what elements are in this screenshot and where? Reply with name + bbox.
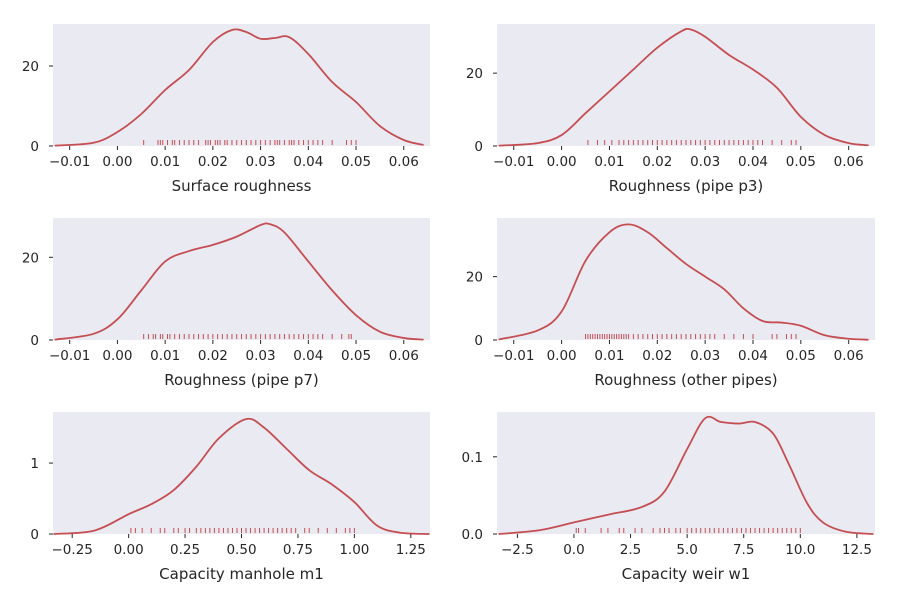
- x-tick-label: 2.5: [620, 542, 641, 558]
- x-tick-label: 0.00: [114, 542, 144, 558]
- x-axis-label: Capacity manhole m1: [159, 565, 324, 583]
- x-tick-label: 0.01: [150, 154, 180, 170]
- rug-ticks: [585, 334, 797, 339]
- rug-ticks: [143, 140, 357, 145]
- x-tick-label: 0.00: [547, 348, 577, 364]
- x-tick-label: 0.00: [102, 348, 132, 364]
- x-axis-label: Capacity weir w1: [622, 565, 751, 583]
- x-tick-label: 0.01: [150, 348, 180, 364]
- y-tick-label: 1: [30, 456, 39, 472]
- x-tick-label: 0.0: [563, 542, 584, 558]
- chart-panel-3: −0.01 0.00 0.01 0.02 0.03 0.04 0.05 0.06 0 20 Roug…: [22, 218, 430, 389]
- x-tick-label: 7.5: [733, 542, 754, 558]
- rug-ticks: [575, 528, 801, 533]
- x-tick-label: −0.01: [493, 348, 534, 364]
- plot-background: [497, 218, 875, 340]
- x-tick-label: 0.01: [594, 348, 624, 364]
- y-tick-label: 0.1: [462, 450, 483, 466]
- kde-curve: [54, 28, 424, 147]
- x-tick-label: 0.02: [198, 154, 228, 170]
- kde-curve: [54, 222, 424, 341]
- x-tick-label: 10.0: [785, 542, 815, 558]
- chart-panel-2: −0.01 0.00 0.01 0.02 0.03 0.04 0.05 0.06 0 20 Roug…: [466, 24, 875, 195]
- plot-background: [53, 24, 430, 146]
- kde-curve: [498, 27, 869, 147]
- y-tick-label: 20: [466, 270, 483, 286]
- x-tick-label: 0.01: [594, 154, 624, 170]
- x-tick-label: 0.02: [642, 348, 672, 364]
- chart-panel-1: −0.01 0.00 0.01 0.02 0.03 0.04 0.05 0.06 0 20 Surf…: [22, 24, 430, 195]
- x-tick-label: 0.75: [283, 542, 313, 558]
- x-tick-label: 0.06: [389, 154, 419, 170]
- x-tick-label: −2.5: [501, 542, 534, 558]
- x-tick-label: 0.04: [738, 154, 768, 170]
- y-tick-label: 0: [474, 139, 483, 155]
- x-axis-label: Roughness (other pipes): [594, 371, 777, 389]
- plot-background: [53, 412, 430, 534]
- x-axis-label: Roughness (pipe p7): [164, 371, 319, 389]
- x-tick-label: −0.01: [49, 154, 90, 170]
- x-tick-label: 0.03: [690, 154, 720, 170]
- x-tick-label: 0.06: [834, 348, 864, 364]
- x-tick-label: 0.02: [198, 348, 228, 364]
- x-tick-label: −0.25: [52, 542, 93, 558]
- x-tick-label: 0.00: [547, 154, 577, 170]
- y-tick-label: 0: [30, 139, 39, 155]
- x-tick-label: 1.25: [396, 542, 426, 558]
- x-tick-label: 0.04: [738, 348, 768, 364]
- x-tick-label: 0.25: [170, 542, 200, 558]
- kde-curve: [53, 417, 430, 535]
- x-tick-label: 0.03: [246, 348, 276, 364]
- y-tick-label: 0.0: [462, 527, 483, 543]
- x-tick-label: 0.05: [786, 348, 816, 364]
- y-tick-label: 20: [466, 66, 483, 82]
- x-tick-label: 0.05: [341, 348, 371, 364]
- x-tick-label: 0.03: [690, 348, 720, 364]
- x-tick-label: 0.05: [786, 154, 816, 170]
- rug-ticks: [587, 140, 797, 145]
- x-tick-label: 0.00: [102, 154, 132, 170]
- x-tick-label: 0.03: [246, 154, 276, 170]
- y-tick-label: 20: [22, 59, 39, 75]
- x-tick-label: 0.04: [293, 154, 323, 170]
- y-tick-label: 0: [30, 333, 39, 349]
- x-tick-label: 0.06: [389, 348, 419, 364]
- x-tick-label: −0.01: [49, 348, 90, 364]
- chart-panel-4: −0.01 0.00 0.01 0.02 0.03 0.04 0.05 0.06 0 20 Roug…: [466, 218, 875, 389]
- y-tick-label: 0: [474, 333, 483, 349]
- plot-background: [497, 412, 875, 534]
- plot-background: [497, 24, 875, 146]
- x-tick-label: 12.5: [842, 542, 872, 558]
- kde-curve: [498, 223, 869, 341]
- x-tick-label: 0.05: [341, 154, 371, 170]
- x-tick-label: 0.50: [226, 542, 256, 558]
- x-axis-label: Surface roughness: [172, 177, 312, 195]
- chart-panel-6: −2.5 0.0 2.5 5.0 7.5 10.0 12.5 0.0 0.1 Capacity w…: [462, 412, 875, 583]
- x-tick-label: 0.02: [642, 154, 672, 170]
- y-tick-label: 20: [22, 250, 39, 266]
- chart-panel-5: −0.25 0.00 0.25 0.50 0.75 1.00 1.25 0 1 Capacity …: [30, 412, 430, 583]
- x-tick-label: −0.01: [493, 154, 534, 170]
- rug-ticks: [143, 334, 352, 339]
- x-tick-label: 0.06: [834, 154, 864, 170]
- x-axis-label: Roughness (pipe p3): [609, 177, 764, 195]
- rug-ticks: [130, 528, 355, 533]
- x-tick-label: 1.00: [339, 542, 369, 558]
- x-tick-label: 5.0: [676, 542, 697, 558]
- x-tick-label: 0.04: [293, 348, 323, 364]
- y-tick-label: 0: [30, 527, 39, 543]
- kde-curve: [498, 415, 874, 535]
- plot-background: [53, 218, 430, 340]
